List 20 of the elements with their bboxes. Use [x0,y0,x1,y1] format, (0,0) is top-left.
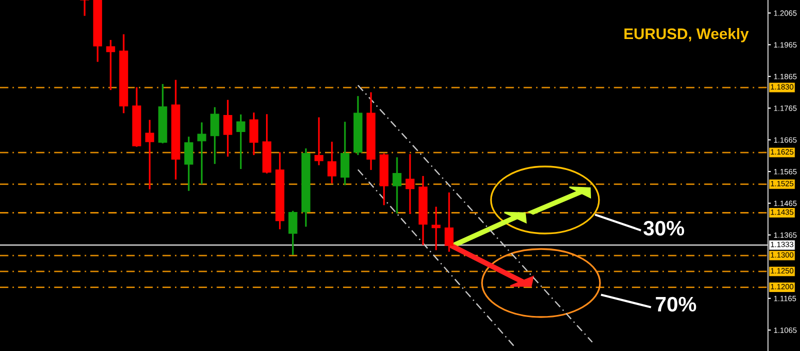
candlestick [197,122,206,186]
candlestick [236,114,246,170]
candlestick [106,39,116,91]
candlestick [249,112,258,156]
candlestick [288,210,298,256]
candlestick [432,206,441,252]
candlestick [327,140,336,184]
candlestick [406,153,414,215]
annotation: 70% [656,296,696,312]
candlestick [210,106,220,165]
candlestick [184,136,194,192]
annotation: 30% [643,220,684,236]
candlestick [314,116,324,166]
candlestick [444,192,454,253]
candlestick [340,120,350,186]
candlestick [392,156,402,214]
candlestick [145,119,154,190]
candlestick [80,0,90,17]
candlestick [223,99,232,158]
text: EURUSD, Weekly [624,28,749,42]
